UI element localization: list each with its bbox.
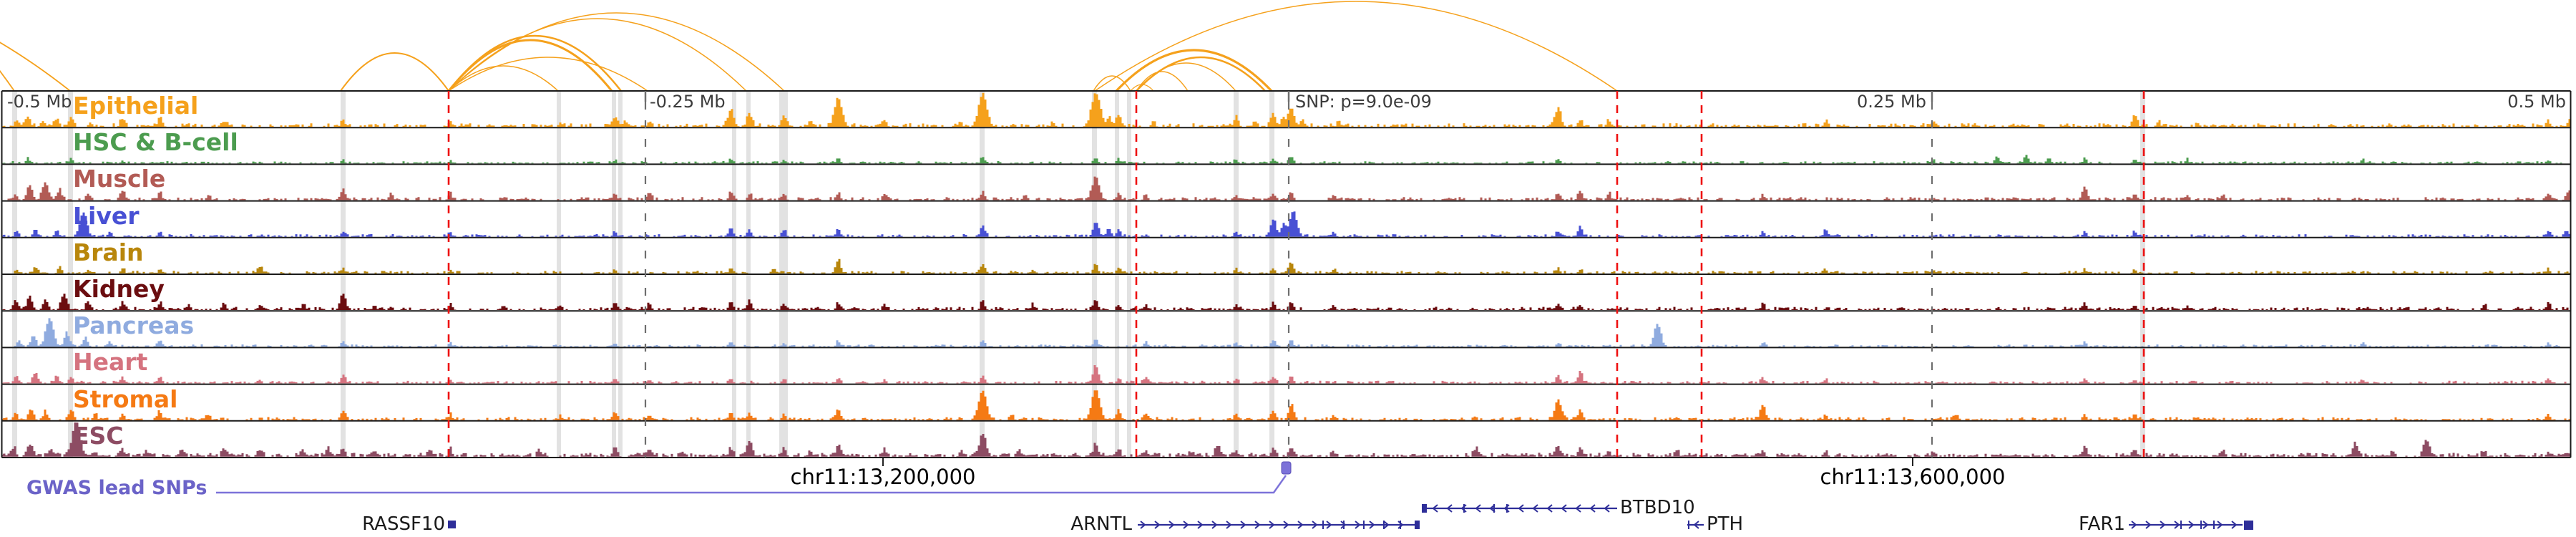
coordinate-label-13200000: chr11:13,200,000 xyxy=(790,465,976,489)
interaction-arcs xyxy=(0,1,1618,91)
gwas-lead-snps-label: GWAS lead SNPs xyxy=(26,477,208,499)
interaction-arc xyxy=(447,39,613,91)
interaction-arc xyxy=(340,52,449,91)
interaction-arc xyxy=(0,42,71,91)
axis-label-minus-0-5mb: -0.5 Mb xyxy=(7,92,72,112)
gwas-snp-marker xyxy=(1281,461,1292,475)
interaction-arc xyxy=(448,34,622,91)
signal-track-esc xyxy=(1,422,2571,457)
track-label-muscle: Muscle xyxy=(73,165,166,193)
interaction-arc xyxy=(0,69,15,91)
track-label-epithelial: Epithelial xyxy=(73,92,199,120)
track-label-pancreas: Pancreas xyxy=(73,311,195,340)
gene-glyph-far1 xyxy=(2129,521,2253,530)
signal-track-hsc-b-cell xyxy=(1,155,2571,164)
interaction-arc xyxy=(448,12,785,91)
track-label-kidney: Kidney xyxy=(73,275,165,303)
signal-track-liver xyxy=(1,211,2571,237)
track-label-stromal: Stromal xyxy=(73,384,178,413)
track-label-esc: ESC xyxy=(73,421,124,450)
axis-label-minus-0-25mb: -0.25 Mb xyxy=(650,92,726,112)
signal-track-heart xyxy=(1,365,2571,384)
axis-label-plus-0-25mb: 0.25 Mb xyxy=(1856,92,1926,112)
interaction-arc xyxy=(448,18,747,91)
gene-label-btbd10: BTBD10 xyxy=(1620,497,1695,518)
signal-track-kidney xyxy=(1,294,2571,310)
interaction-arc xyxy=(1136,56,1266,91)
interaction-arc xyxy=(1094,1,1618,91)
gene-label-arntl: ARNTL xyxy=(1070,513,1132,535)
gene-label-rassf10: RASSF10 xyxy=(362,513,445,535)
gene-glyph-pth xyxy=(1687,521,1704,529)
snp-pvalue-label: SNP: p=9.0e-09 xyxy=(1295,92,1432,112)
interaction-arc xyxy=(448,65,559,91)
interaction-arc xyxy=(1093,75,1131,91)
signal-track-brain xyxy=(1,258,2571,274)
gene-glyph-rassf10 xyxy=(448,521,456,528)
gene-label-pth: PTH xyxy=(1707,513,1744,535)
interaction-arc xyxy=(448,57,648,91)
track-label-hsc-b-cell: HSC & B-cell xyxy=(73,128,238,157)
gene-glyph-arntl xyxy=(1138,521,1420,529)
axis-label-plus-0-5mb: 0.5 Mb xyxy=(2507,92,2566,112)
track-label-liver: Liver xyxy=(73,201,140,230)
track-label-heart: Heart xyxy=(73,348,148,377)
gene-glyph-btbd10 xyxy=(1422,504,1617,513)
signal-track-epithelial xyxy=(1,92,2571,127)
interaction-arc xyxy=(1115,49,1273,91)
coordinate-label-13600000: chr11:13,600,000 xyxy=(1820,465,2006,489)
track-label-brain: Brain xyxy=(73,238,144,266)
gene-label-far1: FAR1 xyxy=(2079,513,2125,535)
gwas-pointer-line xyxy=(216,475,1287,494)
interaction-arc xyxy=(1136,62,1236,91)
interaction-arc xyxy=(1136,71,1189,91)
